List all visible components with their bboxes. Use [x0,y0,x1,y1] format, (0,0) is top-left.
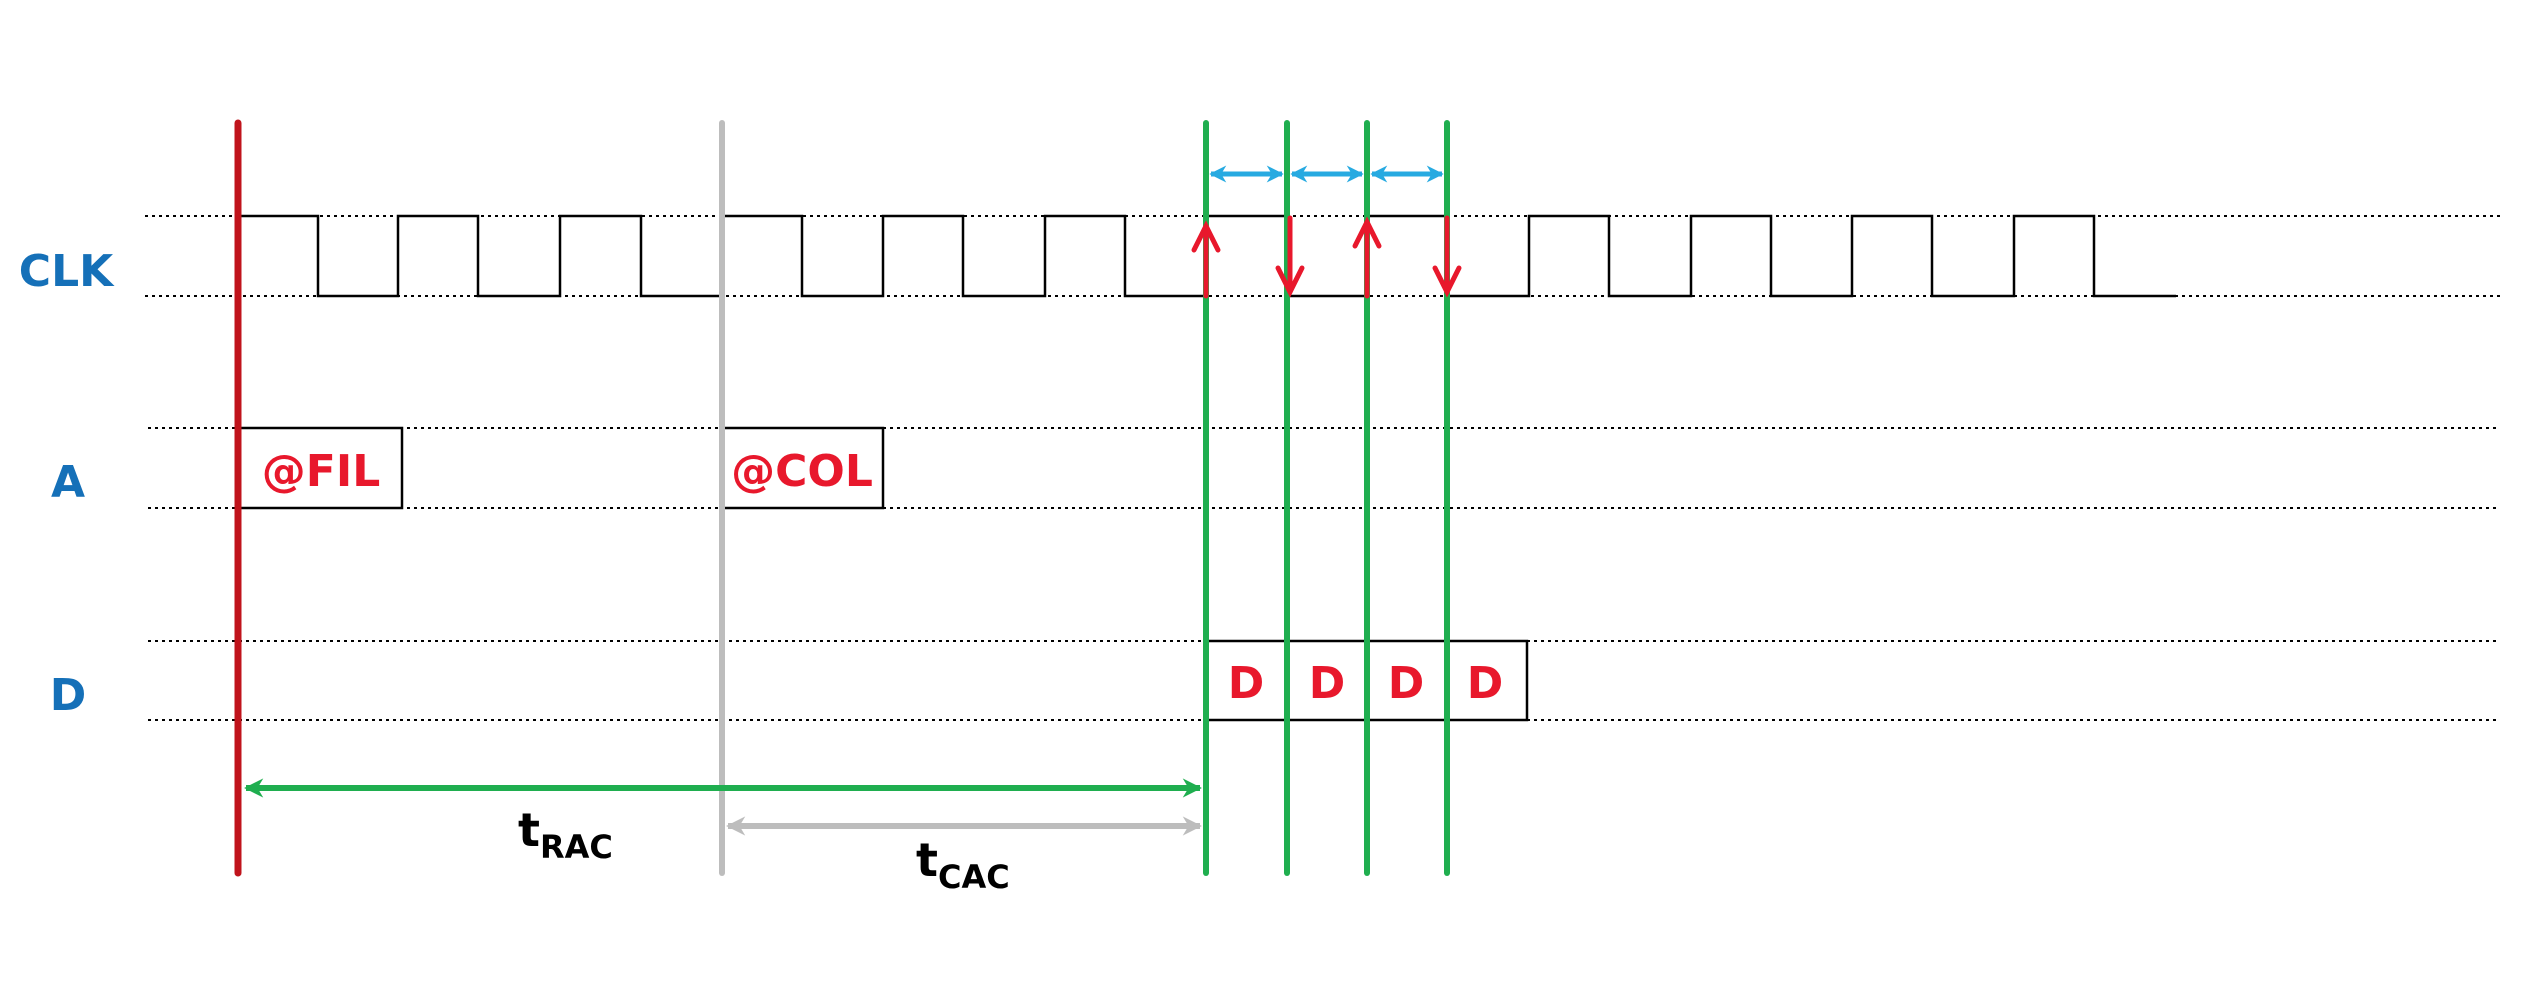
rising-edge-arrow-1 [1191,220,1221,299]
rising-edge-arrow-2 [1352,216,1382,299]
tcac-label-main: t [916,833,938,887]
data-signal-label: D [50,670,87,721]
row-address-text: @FIL [262,446,380,497]
data-box-2-text: D [1309,658,1346,709]
tcac-label-sub: CAC [938,858,1010,896]
column-address-text: @COL [731,446,873,497]
data-box-3: D [1365,639,1449,722]
tcac-label: tCAC [916,833,1010,896]
data-box-2: D [1285,639,1369,722]
data-box-1: D [1204,639,1289,722]
trac-label: tRAC [518,803,613,866]
data-box-4-text: D [1467,658,1504,709]
address-signal-label: A [51,457,85,508]
data-box-3-text: D [1388,658,1425,709]
trac-label-main: t [518,803,540,857]
column-address-box: @COL [720,426,885,510]
trac-label-sub: RAC [540,828,613,866]
falling-edge-arrow-2 [1432,215,1462,298]
data-box-1-text: D [1228,658,1265,709]
data-box-4: D [1445,639,1529,722]
row-address-box: @FIL [238,426,404,510]
falling-edge-arrow-1 [1275,215,1305,298]
clk-signal-label: CLK [19,246,115,297]
